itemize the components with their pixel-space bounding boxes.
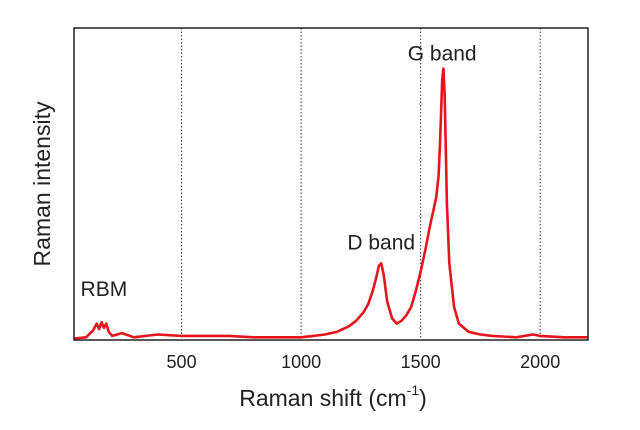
peak-annotations: RBM D band G band xyxy=(81,43,477,302)
x-axis-title: Raman shift (cm-1) xyxy=(239,382,427,411)
x-axis-title-close: ) xyxy=(419,385,427,411)
y-axis-title: Raman intensity xyxy=(29,101,55,266)
x-tick-label-500: 500 xyxy=(167,352,197,372)
annotation-d-band: D band xyxy=(347,232,415,255)
annotation-rbm: RBM xyxy=(81,278,128,301)
plot-frame xyxy=(73,27,589,341)
x-tick-label-1500: 1500 xyxy=(401,352,441,372)
vertical-gridlines xyxy=(181,28,541,340)
x-tick-label-2000: 2000 xyxy=(520,352,560,372)
x-tick-labels: 500 1000 1500 2000 xyxy=(167,352,561,372)
spectrum-line xyxy=(73,67,588,340)
x-axis-title-superscript: -1 xyxy=(407,382,420,398)
x-tick-label-1000: 1000 xyxy=(281,352,321,372)
x-axis-title-main: Raman shift (cm xyxy=(239,385,406,411)
annotation-g-band: G band xyxy=(408,43,477,66)
